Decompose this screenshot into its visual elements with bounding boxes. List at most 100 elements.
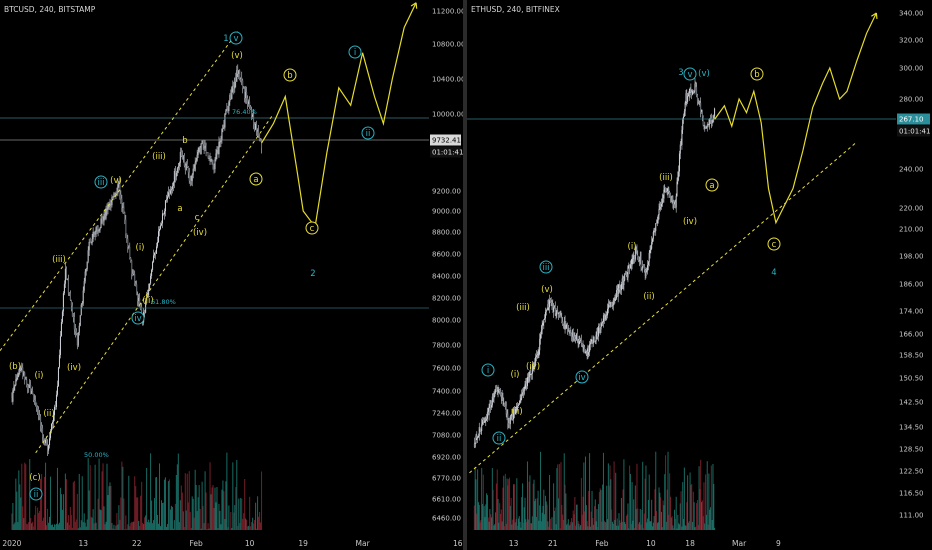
eth-candle [562,321,564,324]
eth-volume-bar [602,484,604,530]
eth-candle [593,336,595,342]
btc-volume-bar [20,497,22,530]
eth-volume-bar [553,510,555,530]
eth-volume-bar [482,474,484,530]
eth-volume-bar [578,523,580,530]
eth-candle [512,414,514,420]
eth-volume-bar [644,478,646,530]
eth-candle [624,274,626,281]
btc-volume-bar [107,495,109,530]
btc-time-axis[interactable]: 2020 13 22 Feb 10 19 Mar 16 [0,535,463,550]
eth-candle [706,124,708,128]
btc-wave-circle [361,126,375,140]
btc-candle [256,123,258,132]
eth-candle [643,267,645,271]
btc-projection-path[interactable] [261,2,417,229]
btc-volume-bar [76,493,78,530]
btc-wave-circle [229,31,243,45]
eth-candle [611,305,613,307]
eth-volume-bar [607,519,609,530]
eth-projection-path[interactable] [714,12,877,225]
eth-volume-bar [671,516,673,530]
btc-candle [32,391,34,394]
eth-time-axis[interactable]: 13 21 Feb 10 18 Mar 9 [467,535,931,550]
pane-divider[interactable] [463,0,467,550]
eth-candle [674,202,676,208]
eth-volume-bar [528,481,530,530]
btc-volume-bar [184,473,186,530]
eth-volume-bar [563,453,565,530]
btc-candle [258,130,260,135]
eth-wave-label: i [481,363,495,377]
eth-candle [694,83,696,92]
eth-volume-bar [649,521,651,530]
eth-candle [506,413,508,415]
eth-channel-line[interactable] [469,141,858,474]
eth-volume-bar [632,520,634,530]
btc-wave-label: 1 [223,34,228,44]
btc-volume-bar [182,511,184,530]
eth-volume-bar [490,514,492,530]
eth-candle [693,91,695,93]
eth-candle [483,421,485,423]
btc-volume-bar [147,522,149,530]
eth-volume-bar [614,519,616,530]
btc-y-tick: 7080.00 [432,432,461,440]
eth-price-labels: 267.10 01:01:41 [897,113,930,137]
eth-volume-bar [656,523,658,530]
eth-volume-bar [645,465,647,530]
btc-volume-bar [251,522,253,530]
btc-pane-title: BTCUSD, 240, BITSTAMP [4,5,96,14]
btc-candle [146,297,148,301]
eth-candle [487,411,489,416]
eth-candle [508,423,510,425]
btc-candle [185,163,187,170]
btc-candle [106,208,108,211]
btc-wave-label: (ii) [142,296,153,306]
eth-volume-bar [593,506,595,530]
btc-candle [241,77,243,81]
eth-y-tick: 210.00 [899,226,924,234]
btc-candle [72,316,74,318]
btc-candle [83,281,85,291]
btc-candle [42,428,44,438]
btc-volume-bar [97,498,99,530]
eth-candle [567,329,569,331]
btc-wave-label: (iv) [193,228,207,238]
btc-candle [67,279,69,293]
eth-candle [514,408,516,414]
eth-volume-bar [573,514,575,530]
eth-chart-pane[interactable]: 3 v (v) ba(iii)(iv)(i)(ii)c4iii(v)(iii)(iv)… [467,0,932,550]
btc-candle [240,77,242,79]
btc-wave-text: (v) [231,51,243,61]
btc-candle [217,149,219,155]
eth-candle [588,346,590,353]
btc-candle [246,91,248,99]
eth-wave-text: (iii) [516,303,530,313]
eth-wave-label: (i) [511,370,520,380]
eth-candle [548,304,550,308]
eth-candle [629,264,631,269]
btc-price-axis[interactable]: 6460.00 6610.00 6770.00 6920.00 7080.00 7240.… [429,0,465,550]
eth-volume-bar [708,473,710,530]
btc-volume-bar [220,524,222,530]
btc-candle [162,213,164,215]
btc-wave-label: (v) [231,51,243,61]
btc-channel-line[interactable] [35,113,274,454]
eth-wave-text: iii [542,263,549,273]
eth-price-axis[interactable]: 111.00 116.50 122.50 128.50 134.50 142.50 150.… [896,0,932,550]
btc-volume-bar [146,467,148,530]
eth-candle [566,324,568,326]
eth-volume-bar [601,521,603,530]
btc-volume-bar [118,505,120,530]
eth-volume-bar [598,504,600,530]
btc-volume-bar [244,479,246,530]
btc-volume-bar [124,529,126,530]
eth-y-tick: 122.50 [899,468,924,476]
eth-candle [592,339,594,343]
eth-candle [647,265,649,271]
eth-candle [690,88,692,93]
btc-channel-line[interactable] [0,31,239,352]
eth-candle [488,406,490,416]
